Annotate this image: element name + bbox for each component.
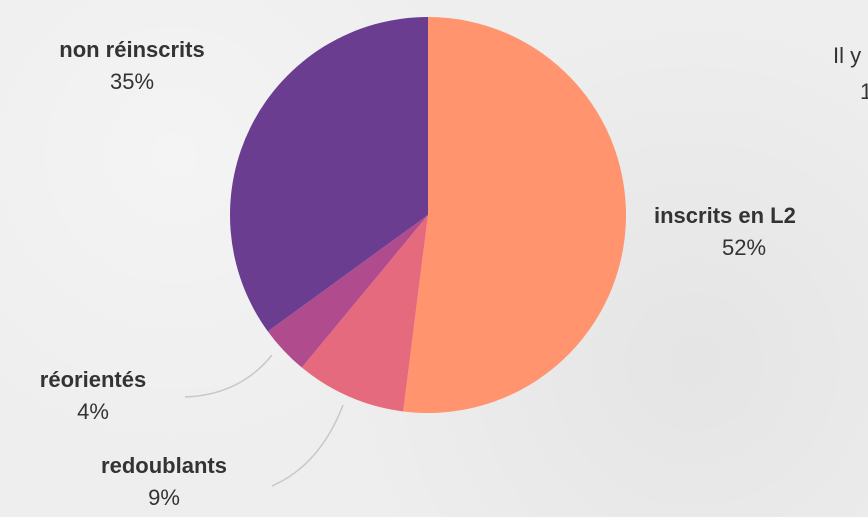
leader-line-reorientes (184, 354, 273, 398)
slice-label-non-reinscrits: non réinscrits 35% (22, 34, 242, 98)
slice-inscrits-en-l2 (403, 17, 626, 413)
slice-label-inscrits-name: inscrits en L2 (654, 203, 796, 228)
partial-text-line-2: 1 (860, 79, 868, 104)
slice-label-redoublants-percent: 9% (148, 485, 180, 510)
slice-reorientes (267, 215, 428, 368)
slice-label-reorientes: réorientés 4% (0, 364, 188, 428)
slice-label-non-reinscrits-percent: 35% (109, 69, 155, 94)
slice-redoublants (301, 215, 428, 412)
leader-line-redoublants (271, 404, 344, 487)
slice-label-non-reinscrits-name: non réinscrits (59, 37, 205, 62)
slice-label-redoublants: redoublants 9% (54, 450, 274, 514)
slice-label-reorientes-name: réorientés (39, 367, 147, 392)
slice-label-reorientes-percent: 4% (77, 399, 109, 424)
slice-label-redoublants-name: redoublants (101, 453, 227, 478)
slice-non-reinscrits (230, 17, 428, 332)
partial-text-line-1: Il y (833, 43, 862, 68)
slice-label-inscrits: inscrits en L2 52% (654, 200, 868, 264)
slice-label-inscrits-percent: 52% (722, 235, 767, 260)
